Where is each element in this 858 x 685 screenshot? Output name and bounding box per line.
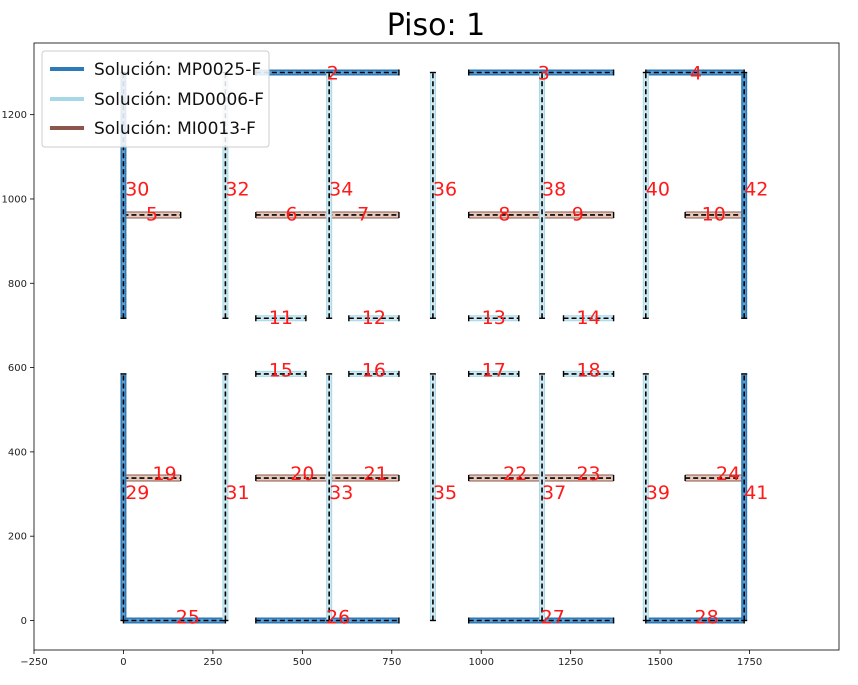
wall-segment-29 xyxy=(120,373,127,622)
x-tick-label: 1000 xyxy=(468,657,493,668)
wall-segment-14 xyxy=(562,315,615,322)
legend-box xyxy=(41,50,270,148)
wall-label-7: 7 xyxy=(357,204,369,226)
x-tick-label: −250 xyxy=(20,657,47,668)
y-tick-label: 1200 xyxy=(2,110,27,121)
wall-label-31: 31 xyxy=(225,482,249,504)
y-tick-label: 600 xyxy=(8,363,27,374)
wall-label-10: 10 xyxy=(702,204,726,226)
y-tick-label: 0 xyxy=(21,616,27,627)
wall-segment-16 xyxy=(348,370,400,377)
wall-label-15: 15 xyxy=(269,360,293,382)
x-tick-label: 250 xyxy=(203,657,222,668)
wall-label-5: 5 xyxy=(146,204,158,226)
wall-segment-11 xyxy=(255,315,307,322)
x-tick-label: 1500 xyxy=(647,657,672,668)
wall-label-34: 34 xyxy=(329,178,353,200)
wall-label-29: 29 xyxy=(125,482,149,504)
y-tick-label: 1000 xyxy=(2,194,27,205)
y-tick-label: 800 xyxy=(8,279,27,290)
wall-label-8: 8 xyxy=(498,204,510,226)
wall-segment-36 xyxy=(429,71,436,319)
wall-segment-25 xyxy=(122,617,227,624)
wall-segment-33 xyxy=(326,373,333,622)
wall-label-6: 6 xyxy=(286,204,298,226)
wall-label-14: 14 xyxy=(576,307,600,329)
wall-label-36: 36 xyxy=(433,178,457,200)
wall-label-33: 33 xyxy=(329,482,353,504)
wall-label-12: 12 xyxy=(362,307,386,329)
wall-label-19: 19 xyxy=(152,463,176,485)
wall-label-38: 38 xyxy=(542,178,566,200)
wall-segment-18 xyxy=(562,370,615,377)
wall-segment-21 xyxy=(326,474,400,482)
wall-segment-31 xyxy=(222,373,229,622)
wall-label-11: 11 xyxy=(269,307,293,329)
wall-segment-41 xyxy=(741,373,748,622)
y-tick-label: 400 xyxy=(8,447,27,458)
legend-label-mi: Solución: MI0013-F xyxy=(94,119,256,139)
wall-label-35: 35 xyxy=(433,482,457,504)
wall-label-37: 37 xyxy=(542,482,566,504)
wall-segment-28 xyxy=(645,617,745,624)
wall-label-39: 39 xyxy=(646,482,670,504)
axis-ticks: −250 0 250 500 750 1000 1250 1500 1750 0 200 400 600… xyxy=(2,110,763,668)
legend: Solución: MP0025-F Solución: MD0006-F So… xyxy=(41,50,270,148)
wall-label-18: 18 xyxy=(576,360,600,382)
wall-label-2: 2 xyxy=(327,63,339,85)
wall-label-42: 42 xyxy=(744,178,768,200)
legend-label-md: Solución: MD0006-F xyxy=(94,90,264,110)
wall-segment-39 xyxy=(642,373,649,622)
wall-segment-4 xyxy=(645,69,745,76)
wall-segments xyxy=(120,69,748,624)
wall-label-21: 21 xyxy=(364,463,388,485)
wall-segment-37 xyxy=(539,373,546,622)
x-tick-label: 0 xyxy=(120,657,126,668)
wall-label-24: 24 xyxy=(716,463,740,485)
wall-label-32: 32 xyxy=(225,178,249,200)
wall-segment-40 xyxy=(642,71,649,319)
y-tick-label: 200 xyxy=(8,532,27,543)
chart-title: Piso: 1 xyxy=(387,8,485,43)
legend-label-mp: Solución: MP0025-F xyxy=(94,60,261,80)
wall-segment-34 xyxy=(326,71,333,319)
wall-label-30: 30 xyxy=(125,178,149,200)
wall-segment-7 xyxy=(326,211,400,219)
wall-label-27: 27 xyxy=(541,606,565,628)
wall-label-23: 23 xyxy=(576,463,600,485)
x-tick-label: 750 xyxy=(382,657,401,668)
wall-segment-17 xyxy=(468,370,520,377)
wall-label-40: 40 xyxy=(646,178,670,200)
wall-label-13: 13 xyxy=(482,307,506,329)
x-tick-label: 1250 xyxy=(558,657,583,668)
wall-segment-6 xyxy=(255,211,329,219)
wall-label-3: 3 xyxy=(538,63,550,85)
wall-label-9: 9 xyxy=(572,204,584,226)
wall-label-26: 26 xyxy=(326,606,350,628)
wall-segment-8 xyxy=(468,211,543,219)
wall-label-28: 28 xyxy=(695,606,719,628)
wall-segment-13 xyxy=(468,315,520,322)
wall-label-4: 4 xyxy=(690,63,702,85)
wall-label-17: 17 xyxy=(482,360,506,382)
wall-label-16: 16 xyxy=(362,360,386,382)
wall-segment-38 xyxy=(539,71,546,319)
wall-segment-12 xyxy=(348,315,400,322)
wall-label-25: 25 xyxy=(176,606,200,628)
wall-segment-15 xyxy=(255,370,307,377)
wall-segment-22 xyxy=(468,474,543,482)
wall-label-20: 20 xyxy=(290,463,314,485)
wall-segment-9 xyxy=(541,211,615,219)
wall-label-41: 41 xyxy=(744,482,768,504)
wall-segment-20 xyxy=(255,474,329,482)
wall-segment-35 xyxy=(429,373,436,622)
wall-segment-42 xyxy=(741,71,748,319)
x-tick-label: 1750 xyxy=(737,657,762,668)
wall-label-22: 22 xyxy=(503,463,527,485)
x-tick-label: 500 xyxy=(293,657,312,668)
